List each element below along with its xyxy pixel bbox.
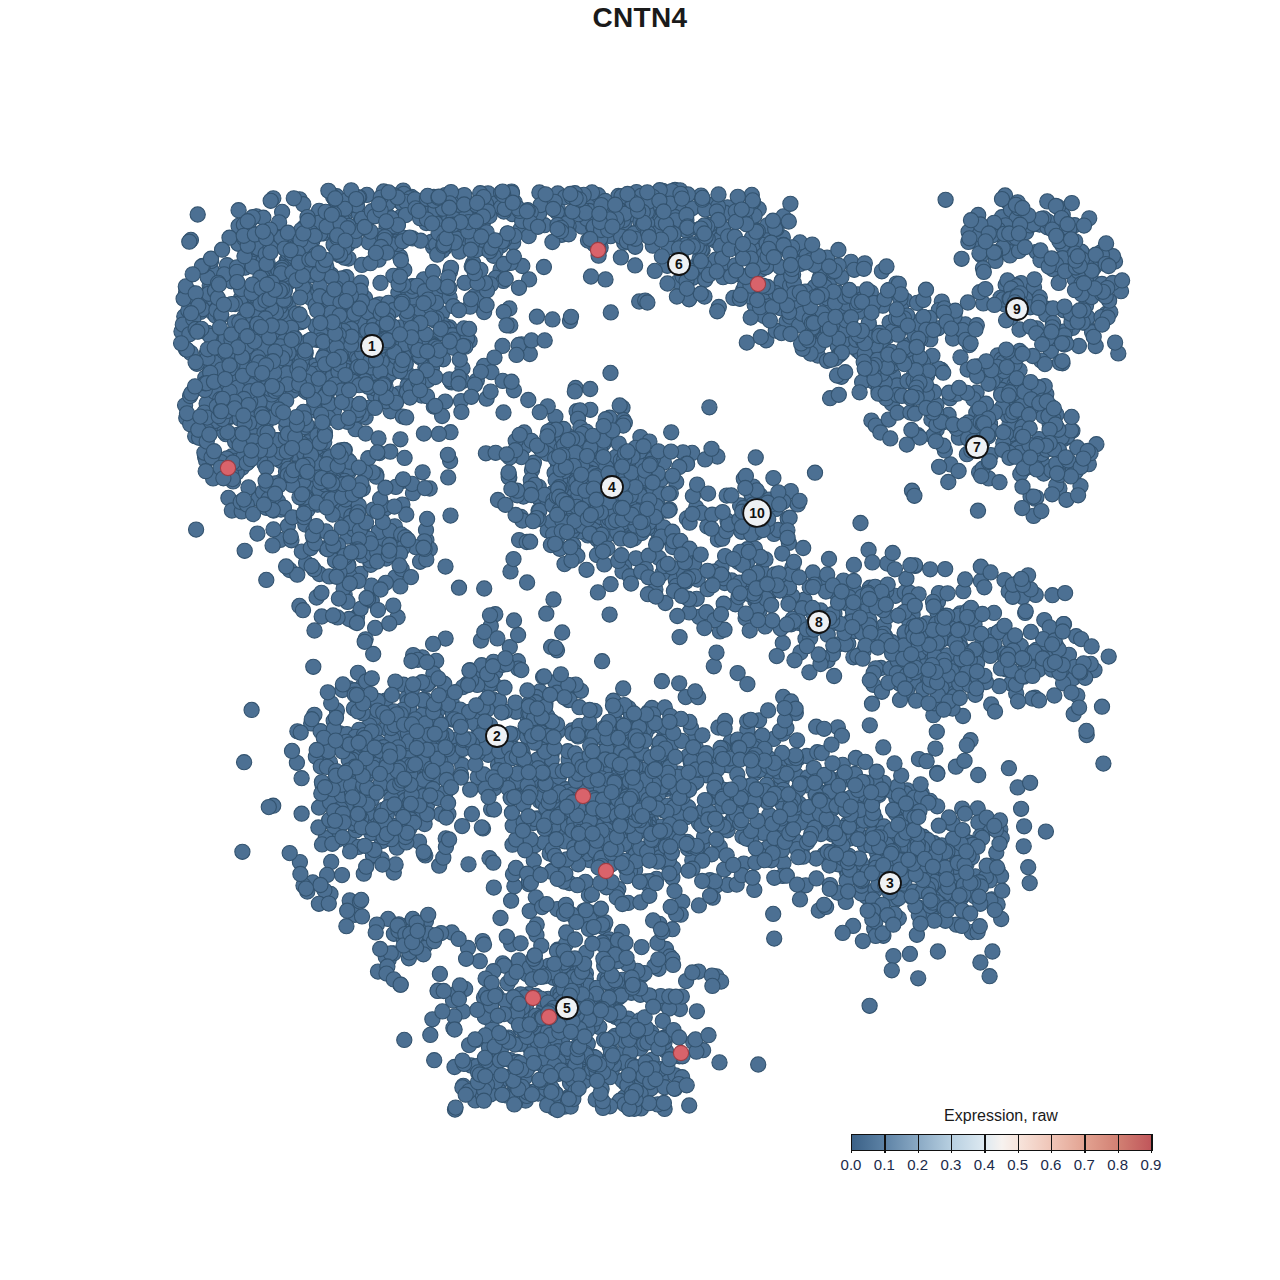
svg-text:8: 8 [815, 614, 823, 630]
svg-text:6: 6 [675, 256, 683, 272]
svg-text:5: 5 [563, 1000, 571, 1016]
svg-text:10: 10 [749, 505, 765, 521]
svg-text:2: 2 [493, 728, 501, 744]
svg-text:4: 4 [608, 479, 616, 495]
svg-text:3: 3 [886, 875, 894, 891]
svg-text:9: 9 [1013, 301, 1021, 317]
svg-text:1: 1 [368, 338, 376, 354]
svg-text:7: 7 [973, 439, 981, 455]
